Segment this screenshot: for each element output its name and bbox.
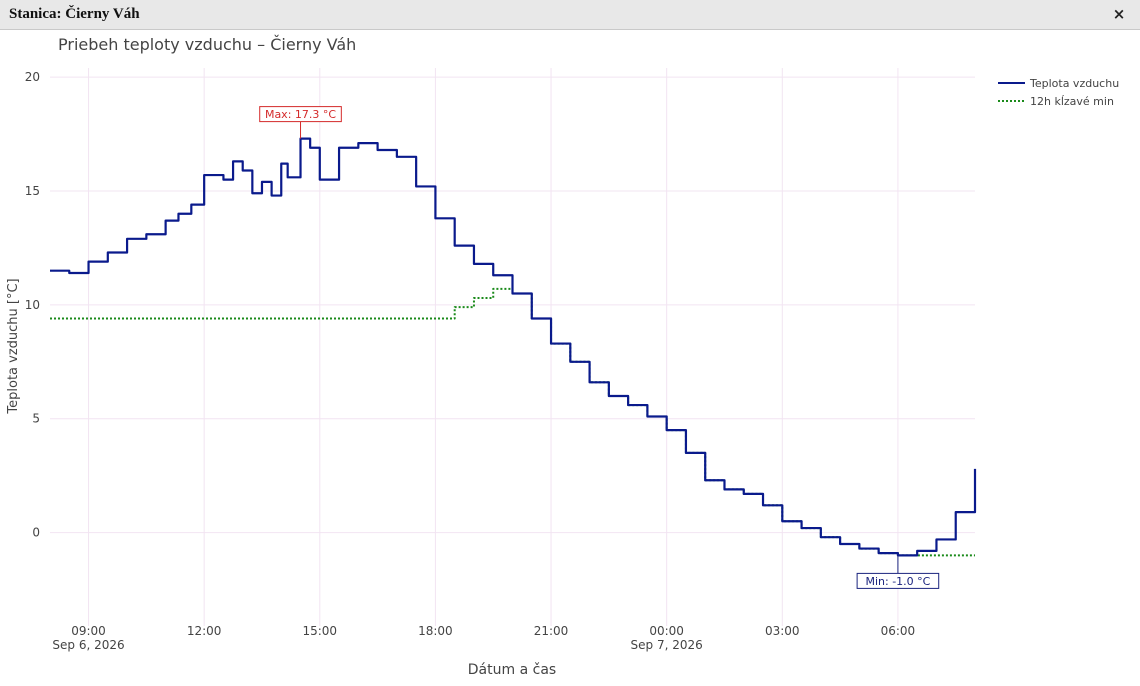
y-tick-label: 20: [25, 70, 40, 84]
gridlines: [50, 68, 975, 626]
x-tick-label: 06:00: [881, 624, 916, 638]
legend-label: 12h kĺzavé min: [1030, 95, 1114, 108]
annotations: Max: 17.3 °C Min: -1.0 °C: [259, 106, 940, 589]
chart-title: Priebeh teploty vzduchu – Čierny Váh: [58, 35, 356, 54]
y-tick-label: 5: [32, 412, 40, 426]
window-title: Stanica: Čierny Váh: [9, 6, 140, 22]
close-button[interactable]: ×: [1112, 5, 1126, 23]
x-tick-label: 18:00: [418, 624, 453, 638]
x-tick-sublabel: Sep 7, 2026: [631, 638, 703, 652]
x-tick-label: 00:00: [649, 624, 684, 638]
x-tick-label: 03:00: [765, 624, 800, 638]
y-tick-label: 10: [25, 298, 40, 312]
series-line-moving-min: [50, 287, 975, 557]
legend[interactable]: Teplota vzduchu 12h kĺzavé min: [998, 77, 1119, 108]
window-titlebar: Stanica: Čierny Váh ×: [0, 0, 1140, 30]
y-tick-label: 15: [25, 184, 40, 198]
annotation-box: [259, 106, 342, 123]
x-tick-label: 09:00: [71, 624, 106, 638]
max-annotation: Max: 17.3 °C: [265, 108, 336, 121]
x-axis-label: Dátum a čas: [468, 662, 556, 678]
x-tick-label: 21:00: [534, 624, 569, 638]
legend-label: Teplota vzduchu: [1029, 77, 1119, 90]
series-line-temperature: [50, 137, 977, 557]
x-tick-label: 12:00: [187, 624, 222, 638]
x-tick-label: 15:00: [302, 624, 337, 638]
chart: Priebeh teploty vzduchu – Čierny Váh 0 5 1…: [6, 35, 1119, 678]
y-tick-label: 0: [32, 526, 40, 540]
min-annotation: Min: -1.0 °C: [865, 575, 930, 588]
annotation-box: [856, 572, 940, 589]
y-axis-ticks: 0 5 10 15 20: [25, 70, 40, 540]
y-axis-label: Teplota vzduchu [°C]: [6, 278, 21, 414]
x-tick-sublabel: Sep 6, 2026: [52, 638, 124, 652]
series-layer: [50, 137, 977, 557]
